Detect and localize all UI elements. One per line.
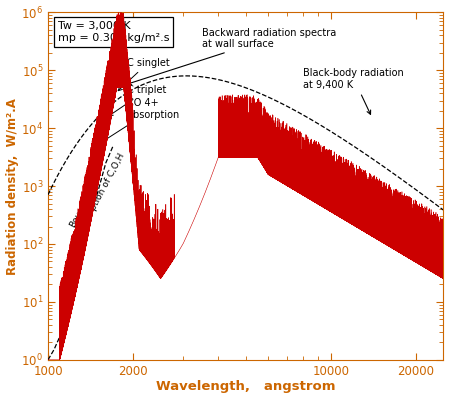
Text: Bound-free
absorption of C,O,H: Bound-free absorption of C,O,H [68, 147, 127, 234]
Text: C₂
Swan: C₂ Swan [224, 114, 252, 151]
Text: Tw = 3,000 K
mp = 0.300 kg/m².s: Tw = 3,000 K mp = 0.300 kg/m².s [58, 21, 169, 43]
Text: C singlet: C singlet [118, 58, 170, 91]
Text: Black-body radiation
at 9,400 K: Black-body radiation at 9,400 K [304, 68, 404, 115]
Text: Backward radiation spectra
at wall surface: Backward radiation spectra at wall surfa… [128, 28, 336, 85]
Text: C triplet: C triplet [109, 85, 166, 116]
X-axis label: Wavelength,   angstrom: Wavelength, angstrom [156, 380, 335, 393]
Text: CO 4+
absorption: CO 4+ absorption [99, 99, 179, 144]
Y-axis label: Radiation density,  W/m².A: Radiation density, W/m².A [5, 98, 18, 275]
